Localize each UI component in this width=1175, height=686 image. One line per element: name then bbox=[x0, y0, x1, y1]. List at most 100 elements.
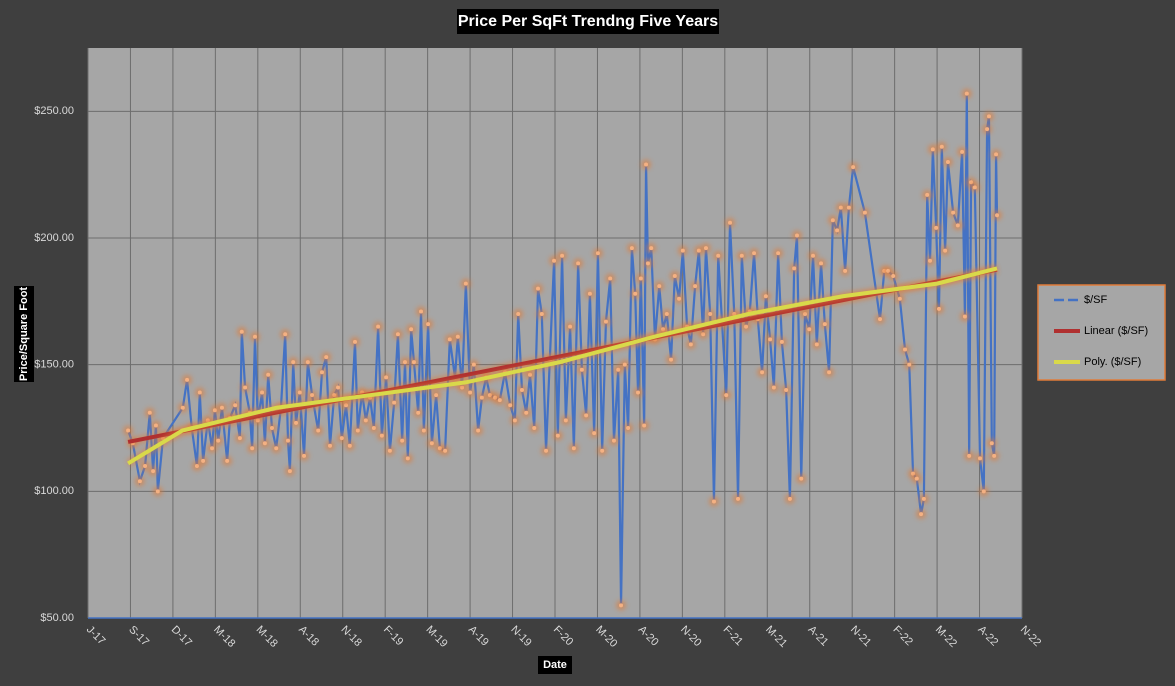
y-tick-label: $100.00 bbox=[34, 485, 74, 497]
marker bbox=[936, 306, 941, 311]
marker bbox=[563, 418, 568, 423]
marker bbox=[799, 476, 804, 481]
marker bbox=[400, 438, 405, 443]
marker bbox=[319, 370, 324, 375]
marker bbox=[846, 205, 851, 210]
title-box bbox=[457, 9, 719, 34]
marker bbox=[269, 426, 274, 430]
marker bbox=[964, 91, 969, 96]
marker bbox=[592, 431, 597, 436]
marker bbox=[516, 312, 521, 316]
marker bbox=[696, 248, 701, 253]
marker bbox=[571, 446, 576, 451]
marker bbox=[371, 426, 376, 430]
marker bbox=[266, 372, 271, 377]
marker bbox=[629, 246, 634, 251]
marker bbox=[992, 453, 997, 458]
marker bbox=[595, 251, 600, 256]
marker bbox=[830, 218, 835, 223]
marker bbox=[291, 360, 296, 365]
marker bbox=[955, 223, 960, 228]
marker bbox=[212, 408, 217, 413]
marker bbox=[219, 405, 224, 410]
marker bbox=[216, 438, 221, 443]
marker bbox=[560, 253, 565, 258]
marker bbox=[807, 327, 812, 332]
marker bbox=[752, 251, 757, 256]
chart-title: Price Per SqFt Trendng Five Years bbox=[458, 13, 718, 30]
marker bbox=[787, 496, 792, 501]
marker bbox=[811, 253, 816, 258]
marker bbox=[960, 149, 965, 154]
marker bbox=[657, 284, 662, 289]
marker bbox=[324, 355, 329, 360]
marker bbox=[210, 446, 215, 451]
marker bbox=[672, 274, 677, 278]
marker bbox=[376, 324, 381, 329]
marker bbox=[305, 360, 310, 365]
legend-label: Poly. ($/SF) bbox=[1084, 356, 1141, 368]
marker bbox=[608, 276, 613, 281]
marker bbox=[508, 403, 513, 408]
marker bbox=[552, 258, 557, 263]
marker bbox=[851, 165, 856, 170]
y-label-box bbox=[14, 286, 34, 382]
marker bbox=[302, 453, 307, 458]
marker bbox=[576, 261, 581, 266]
marker bbox=[962, 314, 967, 319]
marker bbox=[945, 160, 950, 164]
marker bbox=[463, 281, 468, 286]
marker bbox=[943, 248, 948, 253]
marker bbox=[843, 268, 848, 273]
marker bbox=[527, 372, 532, 377]
marker bbox=[677, 296, 682, 301]
marker bbox=[967, 453, 972, 458]
marker bbox=[827, 370, 832, 375]
marker bbox=[243, 385, 248, 390]
marker bbox=[471, 362, 476, 367]
marker bbox=[891, 274, 896, 278]
marker bbox=[237, 436, 242, 441]
marker bbox=[669, 357, 674, 362]
marker bbox=[838, 205, 843, 210]
marker bbox=[708, 312, 713, 316]
legend-label: Linear ($/SF) bbox=[1084, 325, 1148, 337]
marker bbox=[411, 360, 416, 365]
marker bbox=[310, 393, 315, 398]
trend-line bbox=[127, 266, 998, 466]
marker bbox=[519, 388, 524, 392]
marker bbox=[339, 436, 344, 441]
marker bbox=[468, 390, 473, 395]
marker bbox=[814, 342, 819, 347]
marker bbox=[744, 324, 749, 329]
marker bbox=[352, 339, 357, 344]
marker bbox=[153, 423, 158, 428]
marker bbox=[283, 332, 288, 337]
y-tick-label: $250.00 bbox=[34, 105, 74, 117]
marker bbox=[711, 499, 716, 504]
marker bbox=[416, 410, 421, 415]
marker bbox=[951, 210, 956, 215]
marker bbox=[928, 258, 933, 263]
marker bbox=[395, 332, 400, 337]
marker bbox=[443, 448, 448, 453]
marker bbox=[903, 347, 908, 352]
marker bbox=[434, 393, 439, 398]
marker bbox=[344, 403, 349, 408]
marker bbox=[633, 291, 638, 296]
marker bbox=[645, 261, 650, 266]
marker bbox=[636, 390, 641, 395]
marker bbox=[680, 248, 685, 253]
marker bbox=[994, 152, 999, 157]
marker bbox=[384, 375, 389, 380]
marker bbox=[760, 370, 765, 375]
marker bbox=[994, 213, 999, 218]
marker bbox=[405, 456, 410, 461]
marker bbox=[524, 410, 529, 415]
marker bbox=[771, 385, 776, 390]
marker bbox=[803, 312, 808, 316]
marker bbox=[409, 327, 414, 332]
x-label-box bbox=[538, 656, 572, 674]
marker bbox=[616, 367, 621, 372]
